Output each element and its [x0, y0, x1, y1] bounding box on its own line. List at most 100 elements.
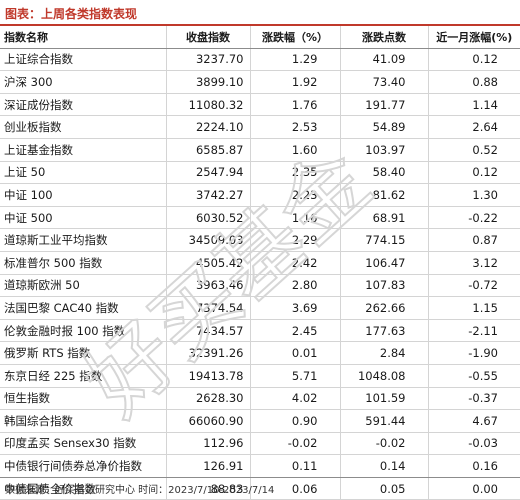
cell-month-pct: 1.14 [428, 93, 520, 117]
cell-name: 韩国综合指数 [0, 409, 167, 433]
cell-name: 道琼斯工业平均指数 [0, 228, 167, 252]
header-change-pct: 涨跌幅（%） [250, 26, 341, 49]
cell-change-pts: 101.59 [340, 387, 429, 411]
cell-change-pts: 103.97 [340, 138, 429, 162]
cell-month-pct: -2.11 [428, 319, 520, 343]
cell-month-pct: 0.16 [428, 454, 520, 478]
cell-change-pts: 774.15 [340, 228, 429, 252]
cell-name: 俄罗斯 RTS 指数 [0, 341, 167, 365]
table-row: 上证基金指数 6585.87 1.60 103.97 0.52 [0, 138, 520, 162]
cell-month-pct: -0.37 [428, 387, 520, 411]
cell-name: 深证成份指数 [0, 93, 167, 117]
cell-month-pct: 0.12 [428, 48, 520, 72]
table-row: 道琼斯工业平均指数 34509.03 2.29 774.15 0.87 [0, 228, 520, 252]
table-row: 中证 500 6030.52 1.16 68.91 -0.22 [0, 206, 520, 230]
cell-change-pct: 0.90 [250, 409, 341, 433]
cell-name: 中证 500 [0, 206, 167, 230]
header-row: 指数名称 收盘指数 涨跌幅（%） 涨跌点数 近一月涨幅(%) [0, 26, 520, 49]
cell-close: 7374.54 [166, 296, 251, 320]
cell-month-pct: 2.64 [428, 115, 520, 139]
cell-month-pct: -1.90 [428, 341, 520, 365]
table-row: 中证 100 3742.27 2.23 81.62 1.30 [0, 183, 520, 207]
cell-close: 3963.46 [166, 274, 251, 298]
table-row: 伦敦金融时报 100 指数 7434.57 2.45 177.63 -2.11 [0, 319, 520, 343]
cell-month-pct: 0.88 [428, 70, 520, 94]
title-bar: 图表：上周各类指数表现 [0, 0, 520, 26]
cell-name: 法国巴黎 CAC40 指数 [0, 296, 167, 320]
cell-name: 中证 100 [0, 183, 167, 207]
cell-name: 中债银行间债券总净价指数 [0, 454, 167, 478]
cell-change-pct: 4.02 [250, 387, 341, 411]
table-title: 图表：上周各类指数表现 [5, 7, 138, 21]
cell-change-pts: 41.09 [340, 48, 429, 72]
table-row: 韩国综合指数 66060.90 0.90 591.44 4.67 [0, 409, 520, 433]
cell-close: 19413.78 [166, 364, 251, 388]
cell-change-pct: 2.35 [250, 161, 341, 185]
cell-name: 道琼斯欧洲 50 [0, 274, 167, 298]
table-row: 上证 50 2547.94 2.35 58.40 0.12 [0, 161, 520, 185]
cell-change-pct: 2.23 [250, 183, 341, 207]
cell-name: 上证 50 [0, 161, 167, 185]
cell-close: 2628.30 [166, 387, 251, 411]
cell-change-pts: 58.40 [340, 161, 429, 185]
cell-month-pct: 1.30 [428, 183, 520, 207]
cell-change-pts: 54.89 [340, 115, 429, 139]
cell-change-pct: 2.42 [250, 251, 341, 275]
cell-month-pct: 0.87 [428, 228, 520, 252]
header-change-pts: 涨跌点数 [340, 26, 429, 49]
table-row: 东京日经 225 指数 19413.78 5.71 1048.08 -0.55 [0, 364, 520, 388]
cell-name: 伦敦金融时报 100 指数 [0, 319, 167, 343]
cell-name: 上证基金指数 [0, 138, 167, 162]
cell-change-pts: 591.44 [340, 409, 429, 433]
cell-change-pts: 177.63 [340, 319, 429, 343]
cell-close: 7434.57 [166, 319, 251, 343]
cell-name: 上证综合指数 [0, 48, 167, 72]
table-row: 道琼斯欧洲 50 3963.46 2.80 107.83 -0.72 [0, 274, 520, 298]
cell-close: 3899.10 [166, 70, 251, 94]
cell-change-pct: 2.29 [250, 228, 341, 252]
cell-change-pct: 0.11 [250, 454, 341, 478]
table-row: 法国巴黎 CAC40 指数 7374.54 3.69 262.66 1.15 [0, 296, 520, 320]
cell-close: 2547.94 [166, 161, 251, 185]
cell-name: 印度孟买 Sensex30 指数 [0, 432, 167, 456]
table-row: 深证成份指数 11080.32 1.76 191.77 1.14 [0, 93, 520, 117]
cell-name: 创业板指数 [0, 115, 167, 139]
cell-change-pct: 2.45 [250, 319, 341, 343]
cell-change-pts: 1048.08 [340, 364, 429, 388]
cell-month-pct: 0.00 [428, 477, 520, 500]
cell-close: 11080.32 [166, 93, 251, 117]
cell-change-pct: 1.16 [250, 206, 341, 230]
cell-close: 3742.27 [166, 183, 251, 207]
cell-close: 2224.10 [166, 115, 251, 139]
cell-close: 6030.52 [166, 206, 251, 230]
cell-change-pct: 1.29 [250, 48, 341, 72]
cell-change-pts: 68.91 [340, 206, 429, 230]
cell-close: 88.83 [166, 477, 251, 500]
table-row: 印度孟买 Sensex30 指数 112.96 -0.02 -0.02 -0.03 [0, 432, 520, 456]
cell-change-pts: 81.62 [340, 183, 429, 207]
cell-change-pct: 1.76 [250, 93, 341, 117]
header-close: 收盘指数 [166, 26, 251, 49]
cell-change-pts: 73.40 [340, 70, 429, 94]
cell-change-pts: -0.02 [340, 432, 429, 456]
cell-month-pct: 3.12 [428, 251, 520, 275]
cell-change-pct: 0.01 [250, 341, 341, 365]
cell-close: 112.96 [166, 432, 251, 456]
header-month-pct: 近一月涨幅(%) [428, 26, 520, 49]
table-row: 中债银行间债券总净价指数 126.91 0.11 0.14 0.16 [0, 454, 520, 478]
cell-month-pct: 4.67 [428, 409, 520, 433]
cell-name: 标准普尔 500 指数 [0, 251, 167, 275]
cell-close: 66060.90 [166, 409, 251, 433]
table-row: 沪深 300 3899.10 1.92 73.40 0.88 [0, 70, 520, 94]
cell-close: 3237.70 [166, 48, 251, 72]
cell-month-pct: -0.03 [428, 432, 520, 456]
cell-change-pct: 1.60 [250, 138, 341, 162]
cell-change-pct: 5.71 [250, 364, 341, 388]
cell-change-pct: -0.02 [250, 432, 341, 456]
cell-month-pct: -0.72 [428, 274, 520, 298]
cell-change-pts: 107.83 [340, 274, 429, 298]
table-row: 恒生指数 2628.30 4.02 101.59 -0.37 [0, 387, 520, 411]
cell-close: 6585.87 [166, 138, 251, 162]
cell-change-pts: 106.47 [340, 251, 429, 275]
header-name: 指数名称 [0, 26, 167, 49]
